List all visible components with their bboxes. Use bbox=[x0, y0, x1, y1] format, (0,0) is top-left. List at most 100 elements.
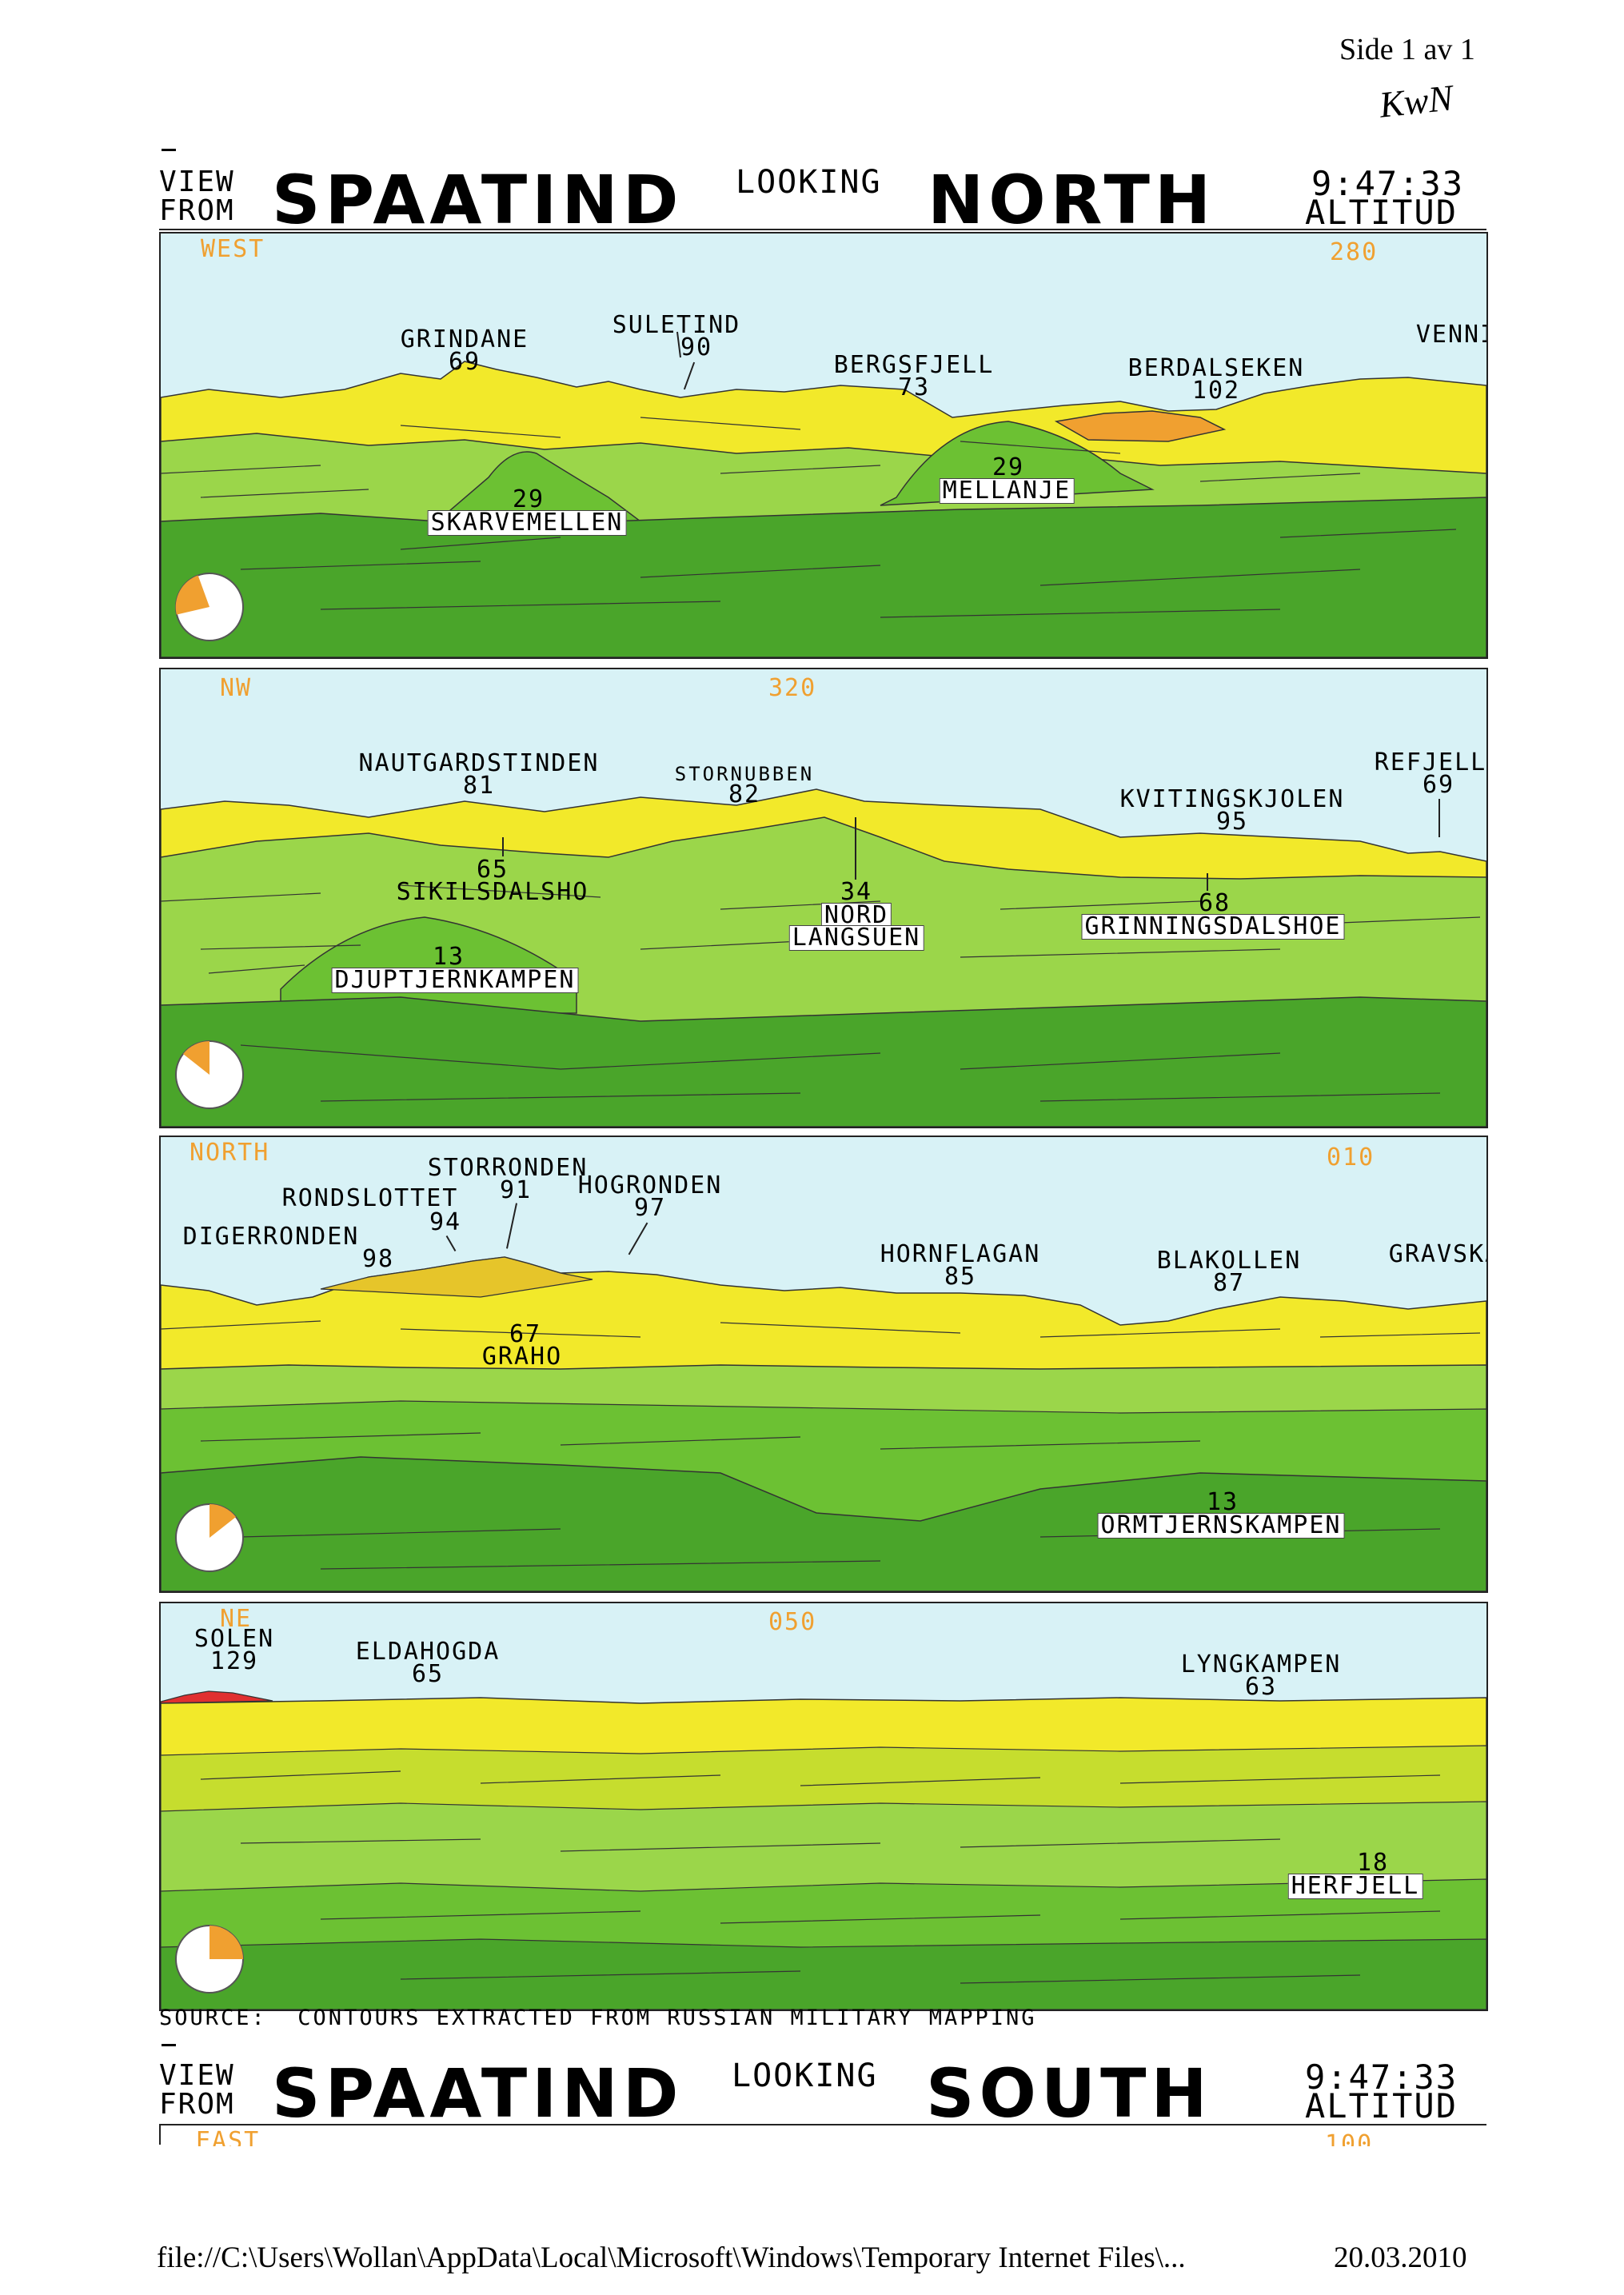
peak-label-djuptjernkampen: DJUPTJERNKAMPEN bbox=[331, 968, 579, 993]
peak-height-graho: 67 bbox=[509, 1320, 542, 1348]
next-panel-clip: EAST 100 bbox=[161, 2125, 1485, 2146]
peak-height-eldahogda: 65 bbox=[411, 1660, 445, 1688]
panel-north-bearing: 010 bbox=[1327, 1144, 1375, 1171]
looking-label: LOOKING bbox=[732, 2058, 878, 2094]
panel-nw-bearing: 320 bbox=[768, 674, 817, 702]
peak-label-grindane: GRINDANE bbox=[400, 325, 529, 353]
panorama-ne-terrain bbox=[161, 1603, 1486, 2010]
peak-pointer-refjell bbox=[1438, 799, 1440, 837]
panel-west-left-direction: WEST bbox=[201, 235, 265, 263]
panorama-panel-west: WEST 280 GRINDANE 69 SULETIND 90 BERGSFJ… bbox=[159, 232, 1488, 659]
peak-height-refjell: 69 bbox=[1422, 771, 1455, 799]
peak-height-hornflagan: 85 bbox=[944, 1263, 977, 1291]
peak-height-djuptjernkampen: 13 bbox=[432, 943, 465, 971]
peak-pointer-sikilsdalsho bbox=[502, 837, 504, 856]
sun-clock-icon bbox=[175, 573, 244, 641]
peak-height-solen: 129 bbox=[209, 1647, 259, 1675]
time-label: 9:47:33 bbox=[1305, 2058, 1458, 2097]
peak-label-skarvemellen: SKARVEMELLEN bbox=[427, 510, 627, 536]
view-label: VIEW bbox=[159, 166, 235, 198]
peak-label-suletind: SULETIND bbox=[612, 311, 741, 339]
peak-height-digerronden: 98 bbox=[361, 1245, 395, 1273]
peak-height-sikilsdalsho: 65 bbox=[476, 856, 509, 884]
panorama-west-terrain bbox=[161, 233, 1486, 657]
peak-label-berdalseken: BERDALSEKEN bbox=[1127, 354, 1305, 382]
peak-label-nautgardstinden: NAUTGARDSTINDEN bbox=[358, 749, 600, 777]
peak-height-herfjell: 18 bbox=[1356, 1849, 1390, 1877]
peak-label-langsuen: LANGSUEN bbox=[788, 925, 924, 951]
peak-height-grindane: 69 bbox=[448, 348, 481, 376]
peak-label-storronden: STORRONDEN bbox=[427, 1154, 589, 1182]
peak-height-nord-langsuen: 34 bbox=[840, 878, 873, 906]
from-label: FROM bbox=[159, 194, 235, 227]
direction-title: SOUTH bbox=[926, 2054, 1212, 2133]
peak-height-berdalseken: 102 bbox=[1191, 377, 1241, 405]
peak-label-lyngkampen: LYNGKAMPEN bbox=[1180, 1650, 1342, 1678]
peak-label-nord: NORD bbox=[820, 903, 892, 928]
footer-date: 20.03.2010 bbox=[1334, 2241, 1467, 2274]
handwritten-note: KwN bbox=[1377, 77, 1455, 126]
peak-label-hogronden: HOGRONDEN bbox=[577, 1171, 723, 1199]
panel-ne-bearing: 050 bbox=[768, 1608, 817, 1636]
peak-label-herfjell: HERFJELL bbox=[1287, 1874, 1423, 1899]
panorama-panel-north: NORTH 010 STORRONDEN 91 RONDSLOTTET 94 H… bbox=[159, 1136, 1488, 1593]
panorama-nw-terrain bbox=[161, 669, 1486, 1127]
panel-nw-left-direction: NW bbox=[220, 674, 253, 702]
panel-north-left-direction: NORTH bbox=[190, 1139, 270, 1167]
looking-label: LOOKING bbox=[736, 164, 882, 201]
header-dash bbox=[162, 2044, 176, 2046]
location-title: SPAATIND bbox=[272, 2054, 684, 2133]
panel-west-bearing: 280 bbox=[1330, 238, 1379, 266]
peak-height-lyngkampen: 63 bbox=[1244, 1673, 1278, 1701]
peak-label-refjell: REFJELL bbox=[1374, 748, 1487, 776]
peak-label-hornflagan: HORNFLAGAN bbox=[880, 1240, 1041, 1268]
panel-ne-left-direction: NE bbox=[220, 1605, 253, 1633]
panel-east-bearing: 100 bbox=[1325, 2130, 1374, 2146]
direction-title: NORTH bbox=[928, 161, 1216, 239]
peak-height-blakollen: 87 bbox=[1212, 1269, 1246, 1297]
altitude-label: ALTITUD bbox=[1305, 2086, 1458, 2125]
peak-height-hogronden: 97 bbox=[633, 1194, 667, 1222]
peak-height-skarvemellen: 29 bbox=[512, 485, 545, 513]
peak-height-nautgardstinden: 81 bbox=[462, 772, 496, 800]
sun-clock-icon bbox=[175, 1925, 244, 1994]
peak-height-ormtjernskampen: 13 bbox=[1206, 1488, 1239, 1516]
peak-label-ormtjernskampen: ORMTJERNSKAMPEN bbox=[1097, 1513, 1345, 1539]
peak-pointer-nord-langsuen bbox=[855, 817, 856, 880]
peak-label-venni: VENNI bbox=[1415, 321, 1486, 349]
peak-label-digerronden: DIGERRONDEN bbox=[182, 1223, 360, 1251]
peak-height-suletind: 90 bbox=[680, 333, 713, 361]
view-label: VIEW bbox=[159, 2059, 235, 2092]
peak-height-bergsfjell: 73 bbox=[897, 373, 931, 401]
header-rule bbox=[159, 229, 1486, 230]
time-label: 9:47:33 bbox=[1311, 164, 1465, 203]
peak-label-eldahogda: ELDAHOGDA bbox=[355, 1638, 501, 1666]
footer-file-path: file://C:\Users\Wollan\AppData\Local\Mic… bbox=[157, 2241, 1186, 2274]
peak-height-storronden: 91 bbox=[499, 1176, 533, 1204]
peak-label-kvitingskjolen: KVITINGSKJOLEN bbox=[1119, 785, 1345, 813]
source-note: SOURCE: CONTOURS EXTRACTED FROM RUSSIAN … bbox=[159, 2006, 1037, 2030]
peak-height-mellanje: 29 bbox=[992, 453, 1025, 481]
peak-label-gravska: GRAVSKA bbox=[1388, 1240, 1486, 1268]
panorama-panel-northwest: NW 320 NAUTGARDSTINDEN 81 STORNUBBEN 82 … bbox=[159, 668, 1488, 1128]
peak-label-graho: GRAHO bbox=[481, 1343, 563, 1371]
altitude-label: ALTITUD bbox=[1305, 193, 1458, 232]
peak-label-solen: SOLEN bbox=[194, 1625, 275, 1653]
panorama-panel-northeast: NE 050 SOLEN 129 ELDAHOGDA 65 LYNGKAMPEN… bbox=[159, 1602, 1488, 2011]
peak-label-sikilsdalsho: SIKILSDALSHO bbox=[396, 878, 589, 906]
peak-height-kvitingskjolen: 95 bbox=[1215, 808, 1249, 836]
from-label: FROM bbox=[159, 2088, 235, 2121]
peak-label-bergsfjell: BERGSFJELL bbox=[833, 351, 995, 379]
header-dash bbox=[162, 149, 176, 151]
panel-edge bbox=[159, 2124, 161, 2145]
panel-east-left-direction: EAST bbox=[196, 2127, 261, 2146]
sun-clock-icon bbox=[175, 1040, 244, 1109]
peak-label-mellanje: MELLANJE bbox=[939, 478, 1075, 504]
peak-pointer-grinningsdalshoe bbox=[1207, 873, 1208, 891]
header-rule bbox=[159, 2124, 1486, 2125]
location-title: SPAATIND bbox=[272, 161, 684, 239]
peak-height-stornubben: 82 bbox=[728, 780, 761, 808]
sun-clock-icon bbox=[175, 1503, 244, 1572]
peak-label-stornubben: STORNUBBEN bbox=[674, 763, 815, 785]
peak-label-grinningsdalshoe: GRINNINGSDALSHOE bbox=[1081, 914, 1345, 940]
